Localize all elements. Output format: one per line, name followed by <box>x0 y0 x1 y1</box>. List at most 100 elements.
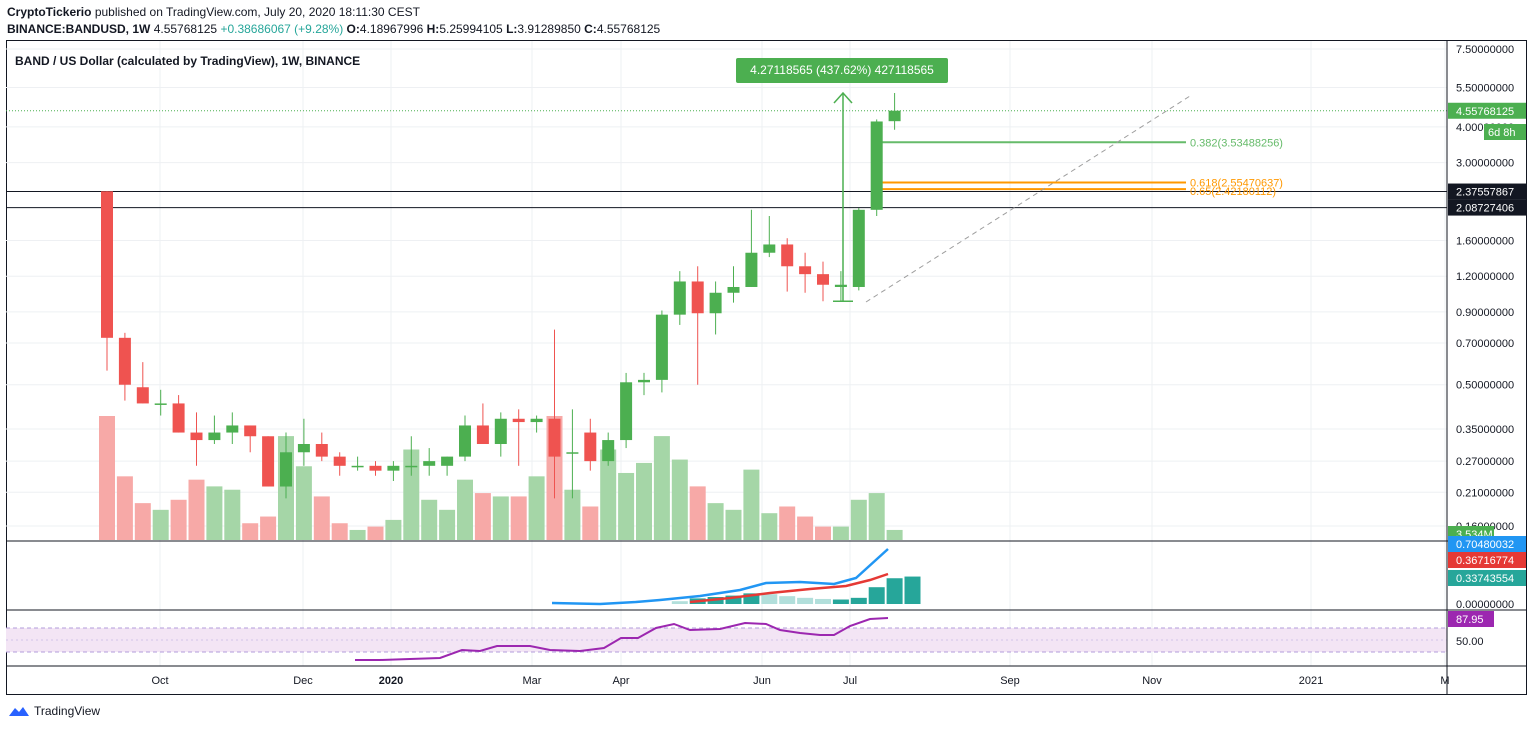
trendline <box>865 95 1191 303</box>
candle-body <box>441 456 454 466</box>
histogram-bar <box>904 576 921 604</box>
high-label: H: <box>426 22 440 36</box>
measure-arrow <box>833 91 853 104</box>
change-value: +0.38686067 (+9.28%) <box>220 22 344 36</box>
published-text: published on TradingView.com, July 20, 2… <box>94 5 420 19</box>
volume-bar <box>850 499 867 540</box>
candle-body <box>745 252 758 287</box>
y-tick-label: 0.50000000 <box>1456 380 1514 392</box>
candle-body <box>387 465 400 471</box>
candle-body <box>244 425 257 437</box>
rsi-line <box>355 617 889 661</box>
volume-bar <box>510 496 527 540</box>
candle-body <box>297 444 310 453</box>
rsi-badge-bg <box>1448 611 1494 627</box>
candle-body <box>333 456 346 466</box>
level2-badge: 2.08727406 <box>1456 203 1514 215</box>
x-tick-label: Nov <box>1142 675 1162 687</box>
tradingview-footer[interactable]: TradingView <box>8 704 100 718</box>
y-tick-label: 0.27000000 <box>1456 456 1514 468</box>
candle-body <box>655 314 668 380</box>
volume-bar <box>367 526 384 540</box>
candle-body <box>673 281 686 315</box>
x-tick-label: Mar <box>523 675 542 687</box>
y-tick-label: 0.35000000 <box>1456 424 1514 436</box>
fib-level-label: 0.618(2.55470637) <box>1190 178 1283 190</box>
volume-bar <box>886 529 903 540</box>
candle-body <box>638 379 650 383</box>
fib-level-label: 0.382(3.53488256) <box>1190 137 1283 149</box>
volume-bar <box>564 489 581 540</box>
volume-bar <box>457 479 473 540</box>
volume-bar <box>152 509 169 540</box>
candle-body <box>476 425 489 445</box>
histogram-bar <box>797 597 814 604</box>
volume-bar <box>349 529 366 540</box>
volume-bar <box>421 499 438 540</box>
volume-bar <box>618 472 635 540</box>
volume-bar <box>761 513 778 540</box>
candle-body <box>566 452 579 454</box>
volume-bar <box>188 479 205 540</box>
fib-level-label: 0.65(2.42180112) <box>1190 186 1276 198</box>
publisher-name: CryptoTickerio <box>7 5 92 19</box>
candle-body <box>852 209 865 287</box>
open-label: O: <box>346 22 360 36</box>
candle-body <box>888 110 901 122</box>
volume-bar <box>224 489 241 540</box>
histogram-bar <box>832 599 849 604</box>
candles <box>101 92 901 499</box>
candle-body <box>423 461 436 466</box>
open-value: 4.18967996 <box>359 22 424 36</box>
volume-bar <box>671 459 688 540</box>
histogram-bar <box>671 601 688 604</box>
volume-bar <box>832 526 849 540</box>
candle-body <box>459 425 471 457</box>
level1-badge-bg <box>1448 183 1526 200</box>
candle-body <box>834 284 847 287</box>
chart-legend-title: BAND / US Dollar (calculated by TradingV… <box>15 54 360 68</box>
low-value: 3.91289850 <box>517 22 581 36</box>
volume-bar <box>260 516 277 540</box>
candle-body <box>118 337 131 385</box>
indicator-teal-badge-bg <box>1448 570 1526 586</box>
vol-ma-badge: 0.70480032 <box>1456 539 1514 551</box>
volume-bar <box>331 523 348 540</box>
measure-label: 4.27118565 (437.62%) 427118565 <box>750 63 934 77</box>
volume-bars <box>99 416 903 540</box>
volume-bar <box>797 516 814 540</box>
candle-body <box>584 432 597 462</box>
histogram-bar <box>779 596 796 604</box>
candle-body <box>620 382 633 441</box>
candle-body <box>799 266 812 275</box>
y-tick-label: 0.90000000 <box>1456 307 1514 319</box>
volume-bar <box>707 503 724 540</box>
drawing-overlays: 0.382(3.53488256) 0.618(2.55470637)0.65(2… <box>6 58 1447 303</box>
candle-body <box>691 281 704 314</box>
volume-bar <box>242 523 259 540</box>
y-tick-label: 5.50000000 <box>1456 82 1514 94</box>
candle-body <box>226 425 239 433</box>
candle-body <box>781 244 794 267</box>
candle-body <box>190 432 203 441</box>
x-tick-label: Sep <box>1000 675 1020 687</box>
lower-tick-label: 0.00000000 <box>1456 599 1514 611</box>
candle-body <box>369 465 382 471</box>
candle-body <box>494 418 507 445</box>
indicator-red-badge: 0.36716774 <box>1456 555 1514 567</box>
close-label: C: <box>584 22 597 36</box>
volume-bar <box>403 449 420 540</box>
y-tick-label: 1.60000000 <box>1456 236 1514 248</box>
x-tick-label: Jun <box>753 675 771 687</box>
indicator-red-badge-bg <box>1448 552 1526 568</box>
volume-bar <box>653 436 670 540</box>
candle-body <box>405 465 418 468</box>
candle-body <box>602 440 615 462</box>
candle-body <box>530 418 543 423</box>
last-price-badge-bg <box>1448 102 1526 119</box>
volume-bar <box>492 496 509 540</box>
countdown-badge-bg <box>1484 124 1526 140</box>
y-tick-label: 7.50000000 <box>1456 44 1514 56</box>
candle-body <box>727 286 740 293</box>
